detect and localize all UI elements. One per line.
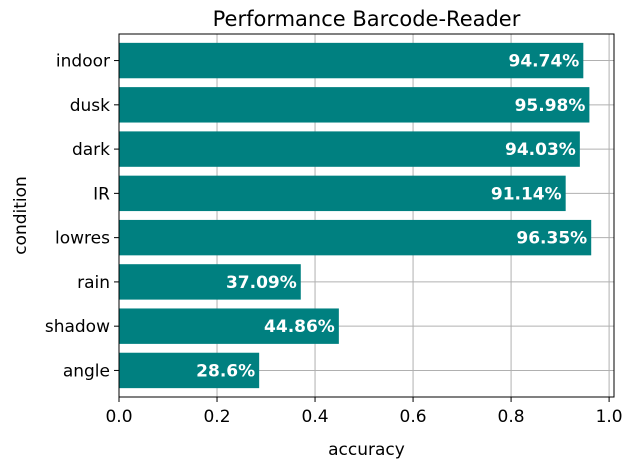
bar-value-labels: 28.6% 44.86% 37.09% 96.35% 91.14% 94.03% 95.98… (196, 52, 587, 382)
x-axis-label: accuracy (328, 440, 405, 460)
y-tick-label-shadow: shadow (45, 317, 110, 337)
bar-value-label-rain: 37.09% (226, 273, 297, 293)
y-tick-label-angle: angle (63, 361, 110, 381)
bar-value-label-indoor: 94.74% (509, 52, 580, 72)
y-tick-label-rain: rain (77, 273, 110, 293)
chart-title: Performance Barcode-Reader (213, 7, 521, 31)
y-tick-label-lowres: lowres (55, 229, 110, 249)
y-tick-label-indoor: indoor (56, 52, 110, 72)
x-tick-label: 1.0 (596, 407, 623, 427)
bar-value-label-shadow: 44.86% (264, 317, 335, 337)
bar-value-label-angle: 28.6% (196, 361, 255, 381)
bar-indoor (119, 42, 584, 79)
bar-dusk (119, 87, 590, 123)
bar-lowres (119, 219, 592, 256)
axes-frame (118, 33, 615, 398)
x-tick-label: 0.4 (302, 407, 329, 427)
y-tick-label-IR: IR (93, 184, 110, 204)
bar-angle (119, 352, 260, 389)
bar-value-label-dusk: 95.98% (515, 96, 586, 116)
bar-shadow (119, 308, 339, 344)
y-axis-ticks: angle shadow rain lowres IR dark dusk indoor (45, 52, 119, 381)
bar-value-label-dark: 94.03% (505, 140, 576, 160)
y-tick-label-dusk: dusk (70, 96, 110, 116)
bar-rain (119, 264, 301, 300)
x-tick-label: 0.2 (203, 407, 230, 427)
bar-dark (119, 131, 580, 167)
bar-value-label-IR: 91.14% (491, 184, 562, 204)
bar-value-label-lowres: 96.35% (516, 229, 587, 249)
bar-IR (119, 175, 566, 212)
y-tick-label-dark: dark (72, 140, 110, 160)
x-tick-label: 0.6 (400, 407, 427, 427)
x-tick-label: 0.0 (105, 407, 132, 427)
x-axis-ticks: 0.0 0.2 0.4 0.6 0.8 1.0 (105, 397, 623, 427)
bars (119, 42, 592, 389)
x-tick-label: 0.8 (498, 407, 525, 427)
y-axis-label: condition (11, 176, 31, 255)
